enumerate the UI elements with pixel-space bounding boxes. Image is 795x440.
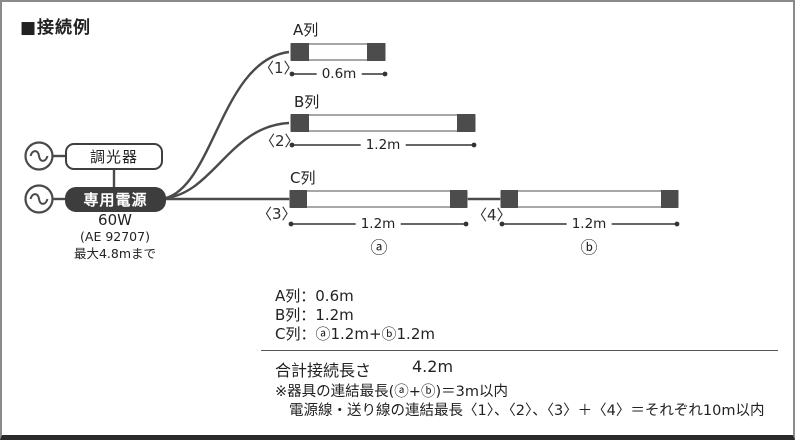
supply-wattage: 60W bbox=[98, 211, 132, 229]
light-bar-c-a bbox=[289, 190, 468, 208]
ac-power-icon-top bbox=[24, 141, 54, 171]
summary-row-b: B列：1.2m bbox=[275, 306, 354, 324]
dimmer-box: 調光器 bbox=[65, 143, 163, 170]
light-bar-c-b bbox=[500, 190, 679, 208]
dimmer-label: 調光器 bbox=[89, 148, 138, 166]
total-length-value: 4.2m bbox=[412, 357, 454, 376]
row-a-dimension: 0.6m bbox=[316, 66, 362, 82]
page-title: ■接続例 bbox=[20, 18, 92, 38]
supply-max-length: 最大4.8mまで bbox=[73, 246, 157, 261]
row-c-seg-a-dimension: 1.2m bbox=[355, 216, 401, 232]
dedicated-power-box: 専用電源 bbox=[65, 187, 166, 212]
total-length-label: 合計接続長さ bbox=[275, 361, 372, 380]
light-bar-b bbox=[290, 114, 476, 132]
row-b-label: B列 bbox=[294, 93, 320, 111]
row-c-seg-b-dimension: 1.2m bbox=[566, 216, 612, 232]
supply-model-number: (AE 92707) bbox=[80, 229, 150, 244]
row-c-label: C列 bbox=[290, 169, 316, 187]
wire-to-row-b bbox=[165, 121, 290, 200]
dedicated-power-label: 専用電源 bbox=[83, 191, 148, 209]
wire-to-row-a bbox=[165, 50, 290, 200]
row-b-connector-2: 〈2〉 bbox=[260, 132, 300, 150]
row-b-dimension: 1.2m bbox=[360, 137, 406, 153]
row-c-connector-4: 〈4〉 bbox=[472, 206, 512, 224]
note-fixture-max: ※器具の連結最長(ⓐ+ⓑ)＝3m以内 bbox=[275, 384, 508, 400]
light-bar-a bbox=[290, 43, 386, 61]
row-c-seg-b-mark: ⓑ bbox=[580, 238, 598, 259]
row-c-connector-3: 〈3〉 bbox=[257, 205, 297, 223]
summary-row-a: A列：0.6m bbox=[275, 287, 354, 305]
power-wires bbox=[52, 50, 502, 201]
summary-row-c: C列：ⓐ1.2m+ⓑ1.2m bbox=[275, 325, 435, 343]
row-a-label: A列 bbox=[293, 21, 319, 39]
row-c-seg-a-mark: ⓐ bbox=[370, 238, 388, 259]
summary-divider bbox=[261, 350, 778, 351]
note-wire-max: 電源線・送り線の連結最長〈1〉、〈2〉、〈3〉＋〈4〉＝それぞれ10m以内 bbox=[289, 403, 765, 419]
ac-power-icon-bottom bbox=[24, 184, 54, 214]
row-a-connector-1: 〈1〉 bbox=[259, 59, 299, 77]
